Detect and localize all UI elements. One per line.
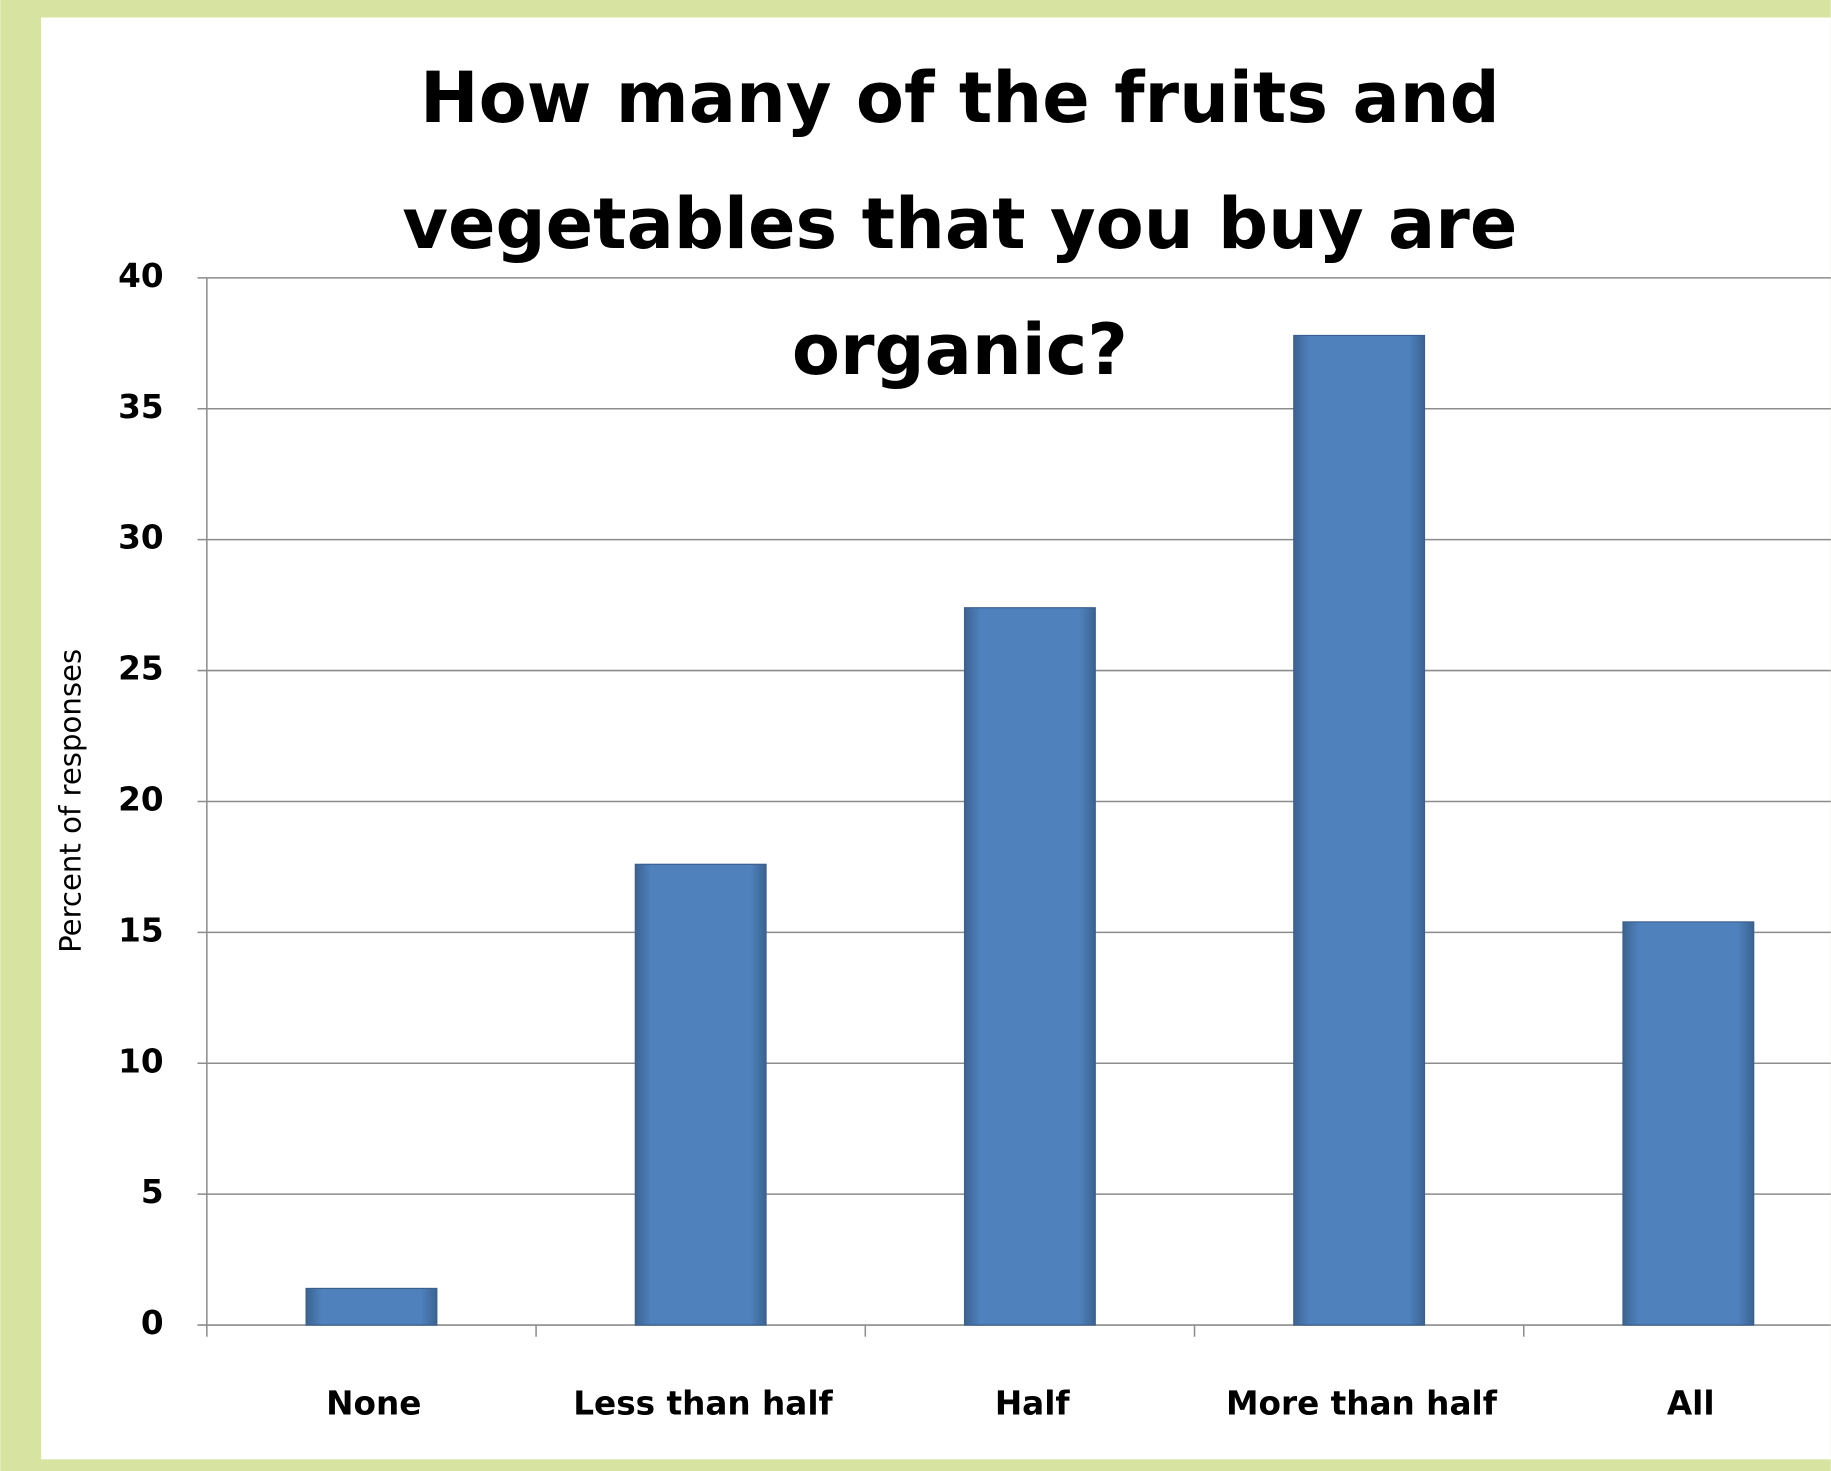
panel (41, 17, 1831, 1460)
y-tick-label: 10 (118, 1042, 163, 1080)
bar (634, 863, 767, 1326)
bar (963, 607, 1096, 1326)
y-tick-label: 5 (141, 1173, 164, 1211)
y-tick-label: 25 (118, 650, 163, 688)
x-tick-label: None (326, 1385, 421, 1423)
chart-title: How many of the fruits and (420, 57, 1500, 139)
y-tick-label: 15 (118, 911, 163, 949)
y-tick-label: 35 (118, 388, 163, 426)
y-tick-label: 20 (118, 780, 163, 818)
bar (1293, 334, 1426, 1326)
y-axis-label: Percent of responses (54, 649, 88, 953)
x-tick-label: Half (995, 1385, 1071, 1423)
y-tick-label: 0 (141, 1304, 164, 1342)
x-tick-label: Less than half (573, 1385, 833, 1423)
chart-title: organic? (792, 309, 1128, 391)
bar (305, 1287, 438, 1326)
x-tick-label: All (1667, 1385, 1715, 1423)
y-tick-label: 40 (118, 257, 163, 295)
x-tick-label: More than half (1226, 1385, 1498, 1423)
chart-title: vegetables that you buy are (402, 183, 1517, 265)
y-tick-label: 30 (118, 519, 163, 557)
bar (1622, 921, 1755, 1326)
